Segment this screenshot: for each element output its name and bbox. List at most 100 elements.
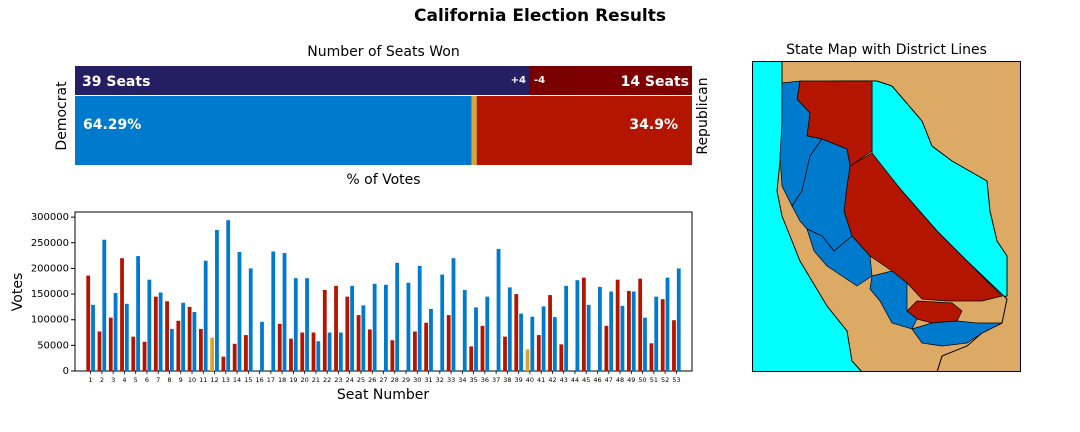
rep-vote-bar (153, 296, 158, 371)
rep-vote-bar (277, 323, 282, 371)
dem-vote-bar (665, 277, 670, 371)
x-tick-label: 9 (179, 376, 183, 384)
dem-vote-bar (124, 303, 129, 371)
rep-vote-bar (367, 329, 372, 371)
dem-vote-bar (395, 262, 400, 371)
x-tick-label: 30 (413, 376, 421, 384)
y-tick-label: 200000 (31, 263, 69, 274)
y-tick-label: 100000 (31, 315, 69, 326)
rep-vote-bar (176, 320, 181, 371)
rep-vote-bar (244, 335, 248, 371)
dem-vote-bar (564, 285, 569, 371)
rep-seat-change-bar (529, 66, 576, 95)
y-tick-label: 300000 (31, 212, 69, 223)
x-tick-label: 26 (368, 376, 376, 384)
rep-vote-bar (289, 338, 293, 371)
rep-vote-bar (334, 285, 338, 371)
dem-vote-bar (643, 317, 647, 371)
rep-vote-bar (345, 296, 350, 371)
dem-vote-bar (169, 328, 174, 371)
dem-vote-bar (609, 291, 614, 371)
dem-vote-bar (384, 284, 388, 371)
rep-vote-bar (232, 343, 237, 371)
dem-district-la (869, 270, 918, 330)
dem-seat-change-bar (482, 66, 530, 95)
x-tick-label: 23 (334, 376, 342, 384)
x-tick-label: 36 (481, 376, 489, 384)
dem-vote-bar (136, 256, 140, 371)
rep-vote-bar (469, 346, 474, 371)
dem-vote-bar (271, 251, 276, 371)
rep-vote-bar (627, 290, 631, 371)
x-tick-label: 47 (605, 376, 613, 384)
x-tick-label: 4 (122, 376, 126, 384)
rep-vote-bar (548, 295, 552, 371)
x-tick-label: 40 (526, 376, 534, 384)
dem-vote-bar (327, 332, 332, 371)
seats-chart-xlabel: % of Votes (346, 172, 421, 188)
dem-vote-bar (417, 265, 422, 371)
dem-vote-bar (598, 286, 602, 371)
dem-vote-bar (406, 282, 411, 371)
y-tick-label: 250000 (31, 238, 69, 249)
x-tick-label: 24 (346, 376, 354, 384)
x-tick-label: 53 (672, 376, 680, 384)
x-tick-label: 2 (100, 376, 104, 384)
dem-district-south (911, 320, 1003, 347)
x-tick-label: 7 (156, 376, 160, 384)
rep-vote-bar (108, 317, 113, 371)
x-tick-label: 48 (616, 376, 624, 384)
y-tick-label: 50000 (37, 340, 69, 351)
other-vote-bar (210, 337, 215, 371)
rep-vote-bar (615, 279, 620, 371)
republican-axis-label: Republican (695, 77, 711, 155)
rep-vote-bar (198, 328, 203, 371)
rep-vote-bar (97, 331, 102, 371)
other-vote-bar (525, 349, 530, 371)
rep-vote-bar (480, 325, 485, 371)
rep-vote-bar (356, 315, 361, 371)
dem-vote-bar (203, 260, 208, 371)
rep-vote-bar (131, 336, 136, 371)
rep-vote-bar (412, 331, 417, 371)
other-votes-bar (471, 96, 477, 165)
seats-chart-title: Number of Seats Won (307, 44, 460, 60)
x-tick-label: 34 (458, 376, 466, 384)
x-tick-label: 44 (571, 376, 579, 384)
dem-vote-bar (338, 332, 343, 371)
dem-vote-bar (91, 304, 95, 371)
x-tick-label: 11 (199, 376, 207, 384)
seats-stacked-chart: 39 Seats 14 Seats +4 -4 64.29% 34.9% (75, 66, 692, 165)
x-tick-label: 37 (492, 376, 500, 384)
rep-vote-bar (322, 289, 327, 371)
dem-vote-bar (530, 316, 535, 371)
dem-vote-bar (575, 280, 580, 371)
dem-vote-bar (215, 229, 219, 371)
rep-vote-bar (120, 258, 124, 371)
x-tick-label: 27 (379, 376, 387, 384)
rep-vote-bar (638, 278, 643, 371)
x-tick-label: 51 (650, 376, 658, 384)
dem-vote-bar (586, 304, 591, 371)
rep-vote-bar (446, 315, 451, 371)
x-tick-label: 45 (582, 376, 590, 384)
votes-ylabel: Votes (10, 273, 26, 311)
dem-vote-bar (372, 283, 377, 371)
x-tick-label: 12 (210, 376, 218, 384)
dem-vote-bar (226, 220, 231, 371)
dem-vote-bar (158, 292, 163, 371)
dem-vote-bar (519, 313, 523, 371)
x-tick-label: 25 (357, 376, 365, 384)
x-tick-label: 5 (134, 376, 138, 384)
dem-seats-label: 39 Seats (82, 74, 150, 90)
x-tick-label: 46 (593, 376, 601, 384)
x-tick-label: 15 (244, 376, 252, 384)
rep-votes-bar (476, 96, 692, 165)
x-tick-label: 10 (188, 376, 196, 384)
y-tick-label: 150000 (31, 289, 69, 300)
x-tick-label: 22 (323, 376, 331, 384)
dem-vote-bar (181, 302, 186, 371)
dem-vote-bar (474, 307, 478, 371)
dem-vote-bar (451, 258, 456, 371)
x-tick-label: 31 (424, 376, 432, 384)
